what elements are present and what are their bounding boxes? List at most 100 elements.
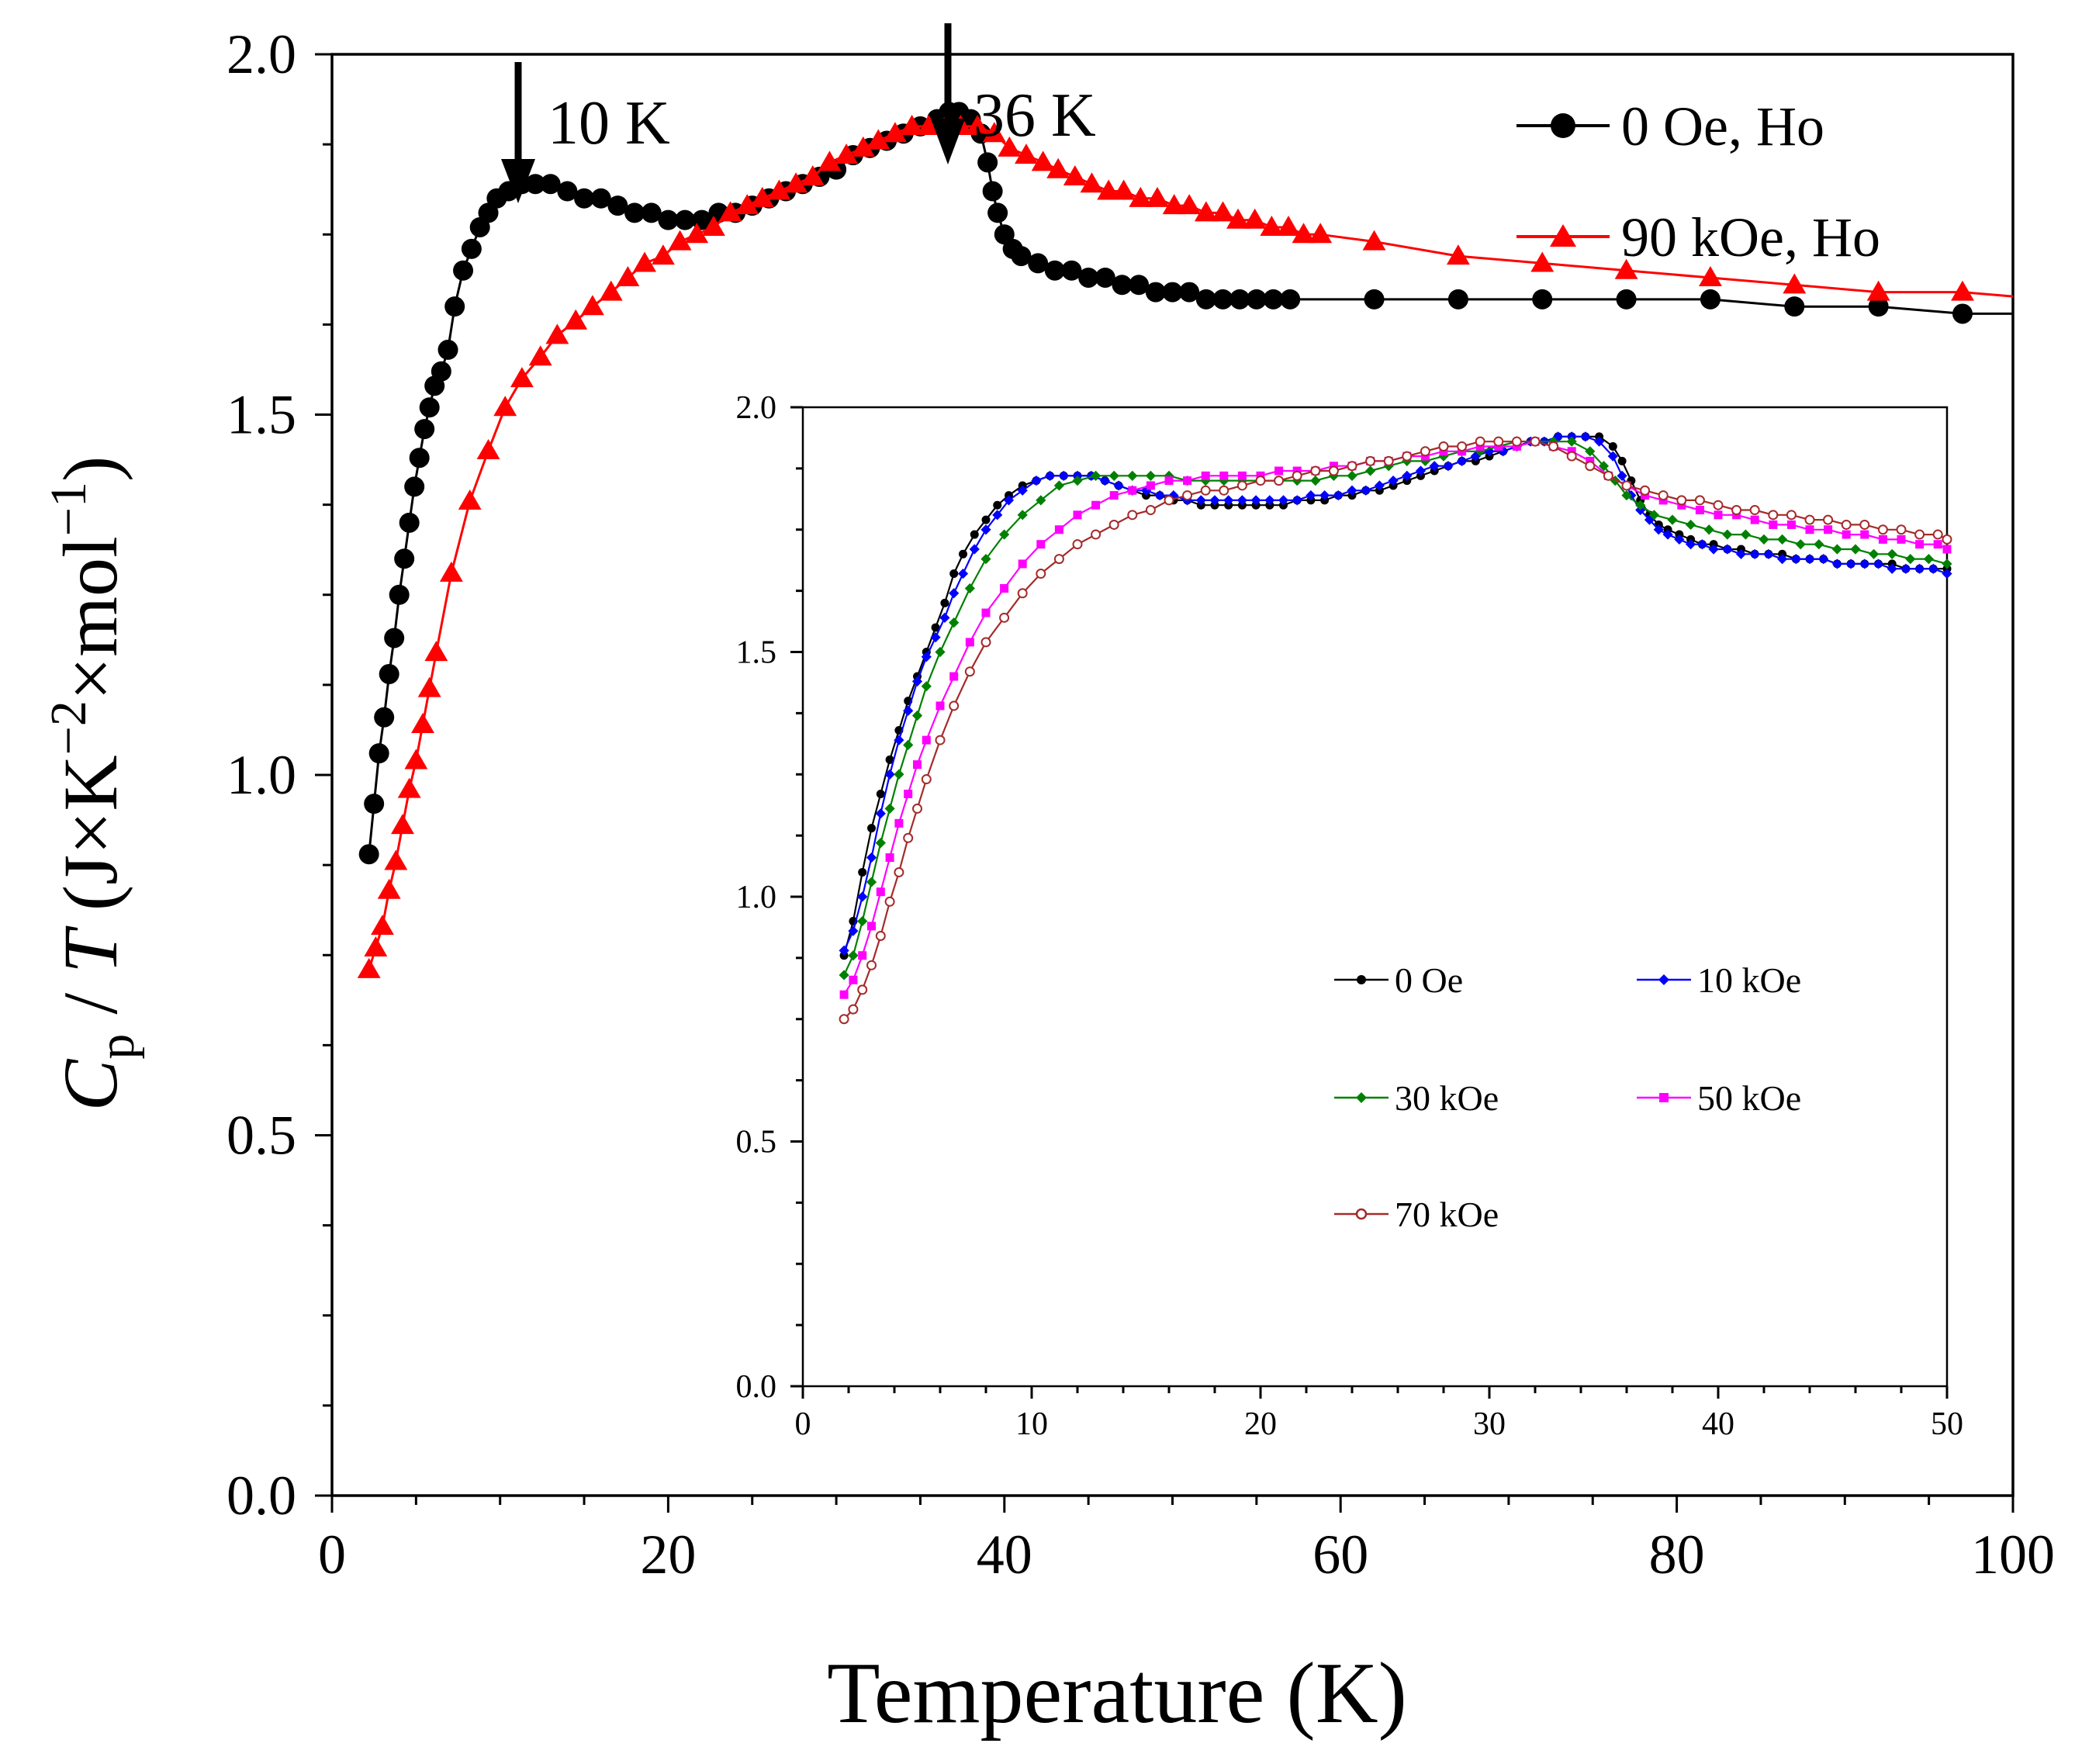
main-point-90-koe-ho bbox=[801, 164, 825, 185]
inset-point-50-koe bbox=[849, 975, 858, 984]
main-point-90-koe-ho bbox=[1243, 208, 1267, 229]
annotation-36k: 36 K bbox=[931, 23, 1096, 164]
main-point-90-koe-ho bbox=[1080, 172, 1104, 193]
inset-point-10-koe bbox=[1443, 461, 1454, 472]
inset-point-30-koe bbox=[1722, 529, 1733, 540]
main-point-0-oe-ho bbox=[1078, 267, 1099, 288]
inset-point-70-koe bbox=[1548, 441, 1559, 451]
inset-point-10-koe bbox=[969, 544, 980, 555]
inset-point-70-koe bbox=[1017, 588, 1028, 599]
inset-point-30-koe bbox=[1310, 476, 1321, 486]
main-point-90-koe-ho bbox=[900, 114, 924, 135]
inset-point-10-koe bbox=[1264, 495, 1275, 506]
inset-point-10-koe bbox=[1099, 476, 1110, 486]
main-point-0-oe-ho bbox=[453, 260, 474, 281]
inset-point-10-koe bbox=[1763, 548, 1774, 559]
inset-point-70-koe bbox=[1127, 510, 1138, 521]
inset-y-tick-label: 1.5 bbox=[736, 635, 777, 670]
main-point-90-koe-ho bbox=[701, 216, 725, 237]
main-point-90-koe-ho bbox=[1446, 244, 1470, 265]
inset-point-10-koe bbox=[894, 735, 904, 745]
main-point-90-koe-ho bbox=[564, 309, 588, 330]
main-point-90-koe-ho bbox=[750, 186, 774, 207]
main-point-0-oe-ho bbox=[1616, 289, 1637, 310]
main-y-tick-label: 1.5 bbox=[227, 383, 296, 445]
inset-legend-label-30-koe: 30 kOe bbox=[1395, 1078, 1499, 1118]
inset-legend-marker-70-koe bbox=[1355, 1208, 1368, 1220]
main-point-0-oe-ho bbox=[1868, 296, 1889, 317]
inset-point-30-koe bbox=[1610, 476, 1620, 486]
inset-point-50-koe bbox=[913, 760, 922, 770]
inset-point-70-koe bbox=[1603, 470, 1613, 481]
main-x-tick-label: 80 bbox=[1649, 1524, 1705, 1586]
main-point-90-koe-ho bbox=[1530, 251, 1555, 272]
inset-point-70-koe bbox=[1932, 529, 1943, 540]
inset-point-10-koe bbox=[939, 612, 950, 623]
inset-point-50-koe bbox=[1036, 540, 1046, 549]
inset-point-10-koe bbox=[1617, 470, 1627, 481]
inset-point-70-koe bbox=[1877, 524, 1888, 535]
inset-point-10-koe bbox=[1735, 548, 1747, 559]
inset-point-10-koe bbox=[1696, 539, 1707, 550]
main-point-0-oe-ho bbox=[658, 209, 679, 230]
inset-point-70-koe bbox=[903, 832, 914, 843]
main-point-90-koe-ho bbox=[835, 144, 859, 164]
inset-point-50-koe bbox=[965, 638, 974, 647]
inset-point-10-koe bbox=[1686, 539, 1696, 550]
inset-point-70-koe bbox=[964, 666, 975, 677]
inset-point-30-koe bbox=[1869, 548, 1880, 559]
main-point-0-oe-ho bbox=[1532, 289, 1553, 310]
main-point-0-oe-ho bbox=[1061, 260, 1082, 281]
main-point-90-koe-ho bbox=[1211, 201, 1235, 222]
inset-point-0-oe bbox=[885, 755, 894, 764]
inset-point-70-koe bbox=[884, 896, 895, 907]
inset-x-tick-label: 30 bbox=[1473, 1406, 1506, 1442]
inset-point-70-koe bbox=[1164, 495, 1174, 506]
main-point-90-koe-ho bbox=[391, 814, 414, 835]
inset-point-70-koe bbox=[1365, 455, 1376, 466]
inset-x-tick-label: 20 bbox=[1244, 1406, 1277, 1442]
inset-legend-entry-10-koe: 10 kOe bbox=[1637, 960, 1801, 1000]
inset-point-30-koe bbox=[964, 583, 975, 594]
inset-point-50-koe bbox=[935, 701, 945, 711]
inset-point-30-koe bbox=[1621, 489, 1632, 501]
inset-point-30-koe bbox=[1777, 534, 1788, 545]
inset-point-70-koe bbox=[1036, 569, 1046, 579]
main-point-0-oe-ho bbox=[1129, 275, 1150, 296]
inset-point-10-koe bbox=[957, 568, 969, 579]
inset-legend-label-0-oe: 0 Oe bbox=[1395, 960, 1463, 1000]
inset-point-50-koe bbox=[1237, 471, 1247, 480]
main-point-90-koe-ho bbox=[1129, 186, 1153, 207]
inset-point-0-oe bbox=[876, 789, 885, 798]
inset-point-50-koe bbox=[1897, 534, 1906, 544]
inset-point-70-koe bbox=[866, 960, 877, 970]
inset-point-10-koe bbox=[1552, 431, 1564, 442]
inset-point-0-oe bbox=[970, 530, 979, 539]
main-point-0-oe-ho bbox=[364, 794, 385, 815]
inset-point-50-koe bbox=[1091, 500, 1101, 510]
main-point-0-oe-ho bbox=[444, 296, 465, 317]
inset-legend-entry-0-oe: 0 Oe bbox=[1334, 960, 1463, 1000]
main-point-0-oe-ho bbox=[1195, 289, 1216, 310]
inset-point-70-koe bbox=[1438, 441, 1449, 451]
inset-point-0-oe bbox=[981, 515, 991, 524]
inset-point-30-koe bbox=[911, 710, 923, 721]
inset-point-30-koe bbox=[1887, 548, 1897, 559]
inset-point-50-koe bbox=[1018, 559, 1027, 569]
inset-point-10-koe bbox=[980, 524, 991, 535]
main-point-0-oe-ho bbox=[394, 548, 415, 569]
y-label-t: T bbox=[47, 925, 133, 974]
inset-point-10-koe bbox=[1319, 489, 1330, 501]
main-point-0-oe-ho bbox=[399, 512, 420, 533]
inset-point-30-koe bbox=[875, 837, 886, 849]
inset-point-10-koe bbox=[1154, 489, 1165, 501]
main-point-0-oe-ho bbox=[1162, 282, 1183, 303]
inset-point-70-koe bbox=[912, 803, 922, 814]
main-point-0-oe-ho bbox=[1784, 296, 1805, 317]
inset-point-10-koe bbox=[1415, 465, 1427, 476]
inset-point-50-koe bbox=[981, 608, 991, 617]
main-point-90-koe-ho bbox=[1783, 273, 1807, 294]
inset-point-30-koe bbox=[949, 617, 960, 628]
main-point-90-koe-ho bbox=[1226, 208, 1250, 229]
y-label-sup-neg2: −2 bbox=[40, 700, 97, 755]
